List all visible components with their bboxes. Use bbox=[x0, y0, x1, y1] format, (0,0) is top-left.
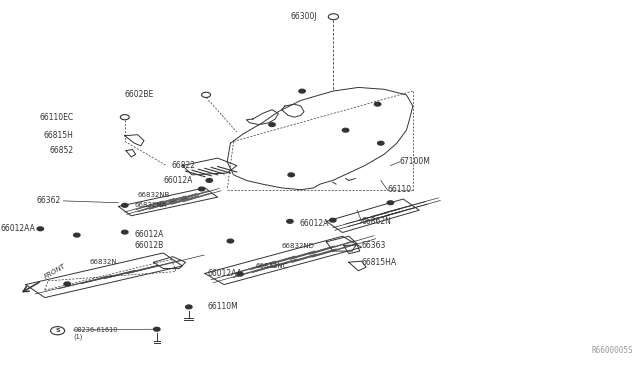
Text: 66822: 66822 bbox=[172, 161, 195, 170]
Text: 66832ND: 66832ND bbox=[282, 243, 314, 249]
Circle shape bbox=[122, 203, 128, 207]
Circle shape bbox=[206, 179, 212, 182]
Circle shape bbox=[374, 102, 381, 106]
Circle shape bbox=[378, 141, 384, 145]
Text: 66012AA: 66012AA bbox=[208, 269, 243, 278]
Text: 6602BE: 6602BE bbox=[124, 90, 154, 99]
Text: 66110EC: 66110EC bbox=[40, 113, 74, 122]
Text: 66012AA: 66012AA bbox=[1, 224, 35, 233]
Circle shape bbox=[198, 187, 205, 191]
Circle shape bbox=[74, 233, 80, 237]
Text: 67100M: 67100M bbox=[400, 157, 431, 166]
Text: 66832NC: 66832NC bbox=[256, 263, 289, 269]
Circle shape bbox=[37, 227, 44, 231]
Text: (1): (1) bbox=[74, 333, 83, 340]
Circle shape bbox=[288, 173, 294, 177]
Circle shape bbox=[269, 123, 275, 126]
Circle shape bbox=[299, 89, 305, 93]
Text: 66832NA: 66832NA bbox=[134, 202, 167, 208]
Text: 66012B: 66012B bbox=[134, 241, 164, 250]
Text: 66362: 66362 bbox=[36, 196, 61, 205]
Text: 08236-61610: 08236-61610 bbox=[74, 327, 118, 333]
Text: 66300J: 66300J bbox=[290, 12, 317, 21]
Circle shape bbox=[154, 327, 160, 331]
Circle shape bbox=[330, 218, 336, 222]
Text: 66363: 66363 bbox=[362, 241, 386, 250]
Circle shape bbox=[387, 201, 394, 205]
Circle shape bbox=[342, 128, 349, 132]
Circle shape bbox=[186, 305, 192, 309]
Text: S: S bbox=[55, 328, 60, 333]
Text: 66815H: 66815H bbox=[44, 131, 74, 140]
Text: 66012A: 66012A bbox=[164, 176, 193, 185]
Text: 66012A: 66012A bbox=[300, 219, 329, 228]
Text: 66110M: 66110M bbox=[208, 302, 239, 311]
Circle shape bbox=[237, 272, 243, 276]
Circle shape bbox=[64, 282, 70, 286]
Text: 66832NB: 66832NB bbox=[138, 192, 170, 198]
Circle shape bbox=[287, 219, 293, 223]
Text: 66815HA: 66815HA bbox=[362, 258, 397, 267]
Text: 66852: 66852 bbox=[49, 146, 74, 155]
Text: 66832N: 66832N bbox=[90, 259, 117, 265]
Text: FRONT: FRONT bbox=[44, 263, 67, 280]
Text: R6600005S: R6600005S bbox=[592, 346, 634, 355]
Circle shape bbox=[227, 239, 234, 243]
Text: 66012A: 66012A bbox=[134, 230, 164, 239]
Circle shape bbox=[122, 230, 128, 234]
Text: 66862N: 66862N bbox=[362, 217, 392, 226]
Text: 66110: 66110 bbox=[387, 185, 412, 194]
